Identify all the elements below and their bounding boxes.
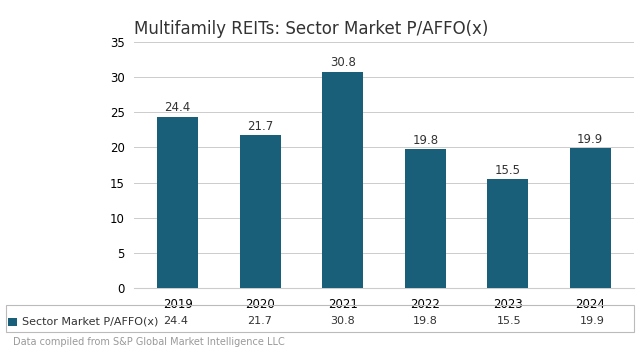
Text: 24.4: 24.4 [163, 316, 189, 326]
Text: 19.9: 19.9 [577, 133, 604, 146]
Bar [239, 135, 281, 288]
Text: 24.4: 24.4 [164, 101, 191, 114]
Text: 21.7: 21.7 [247, 120, 273, 133]
Text: 30.8: 30.8 [330, 316, 355, 326]
Text: Multifamily REITs: Sector Market P/AFFO(x): Multifamily REITs: Sector Market P/AFFO(… [134, 20, 489, 38]
Text: Data compiled from S&P Global Market Intelligence LLC: Data compiled from S&P Global Market Int… [13, 338, 285, 347]
Text: 30.8: 30.8 [330, 57, 356, 69]
Bar [322, 72, 364, 288]
Bar [487, 179, 529, 288]
Text: 21.7: 21.7 [247, 316, 271, 326]
Bar [157, 117, 198, 288]
Text: 19.8: 19.8 [413, 316, 438, 326]
Text: 19.8: 19.8 [412, 134, 438, 147]
Text: Sector Market P/AFFO(x): Sector Market P/AFFO(x) [22, 316, 159, 326]
Text: 15.5: 15.5 [495, 164, 521, 177]
Bar [404, 149, 446, 288]
Text: 19.9: 19.9 [580, 316, 604, 326]
Bar [570, 148, 611, 288]
Text: 15.5: 15.5 [497, 316, 521, 326]
